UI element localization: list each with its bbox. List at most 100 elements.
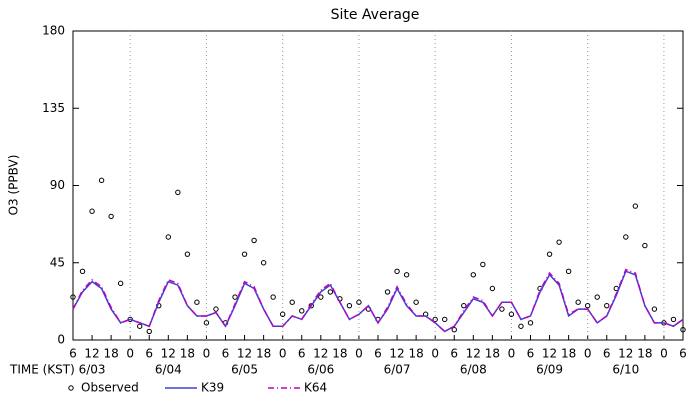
x-tick-label: 0 [279,347,287,361]
observed-point [461,302,467,309]
observed-point [623,234,629,240]
x-tick-label: 6 [374,347,382,361]
model-line [72,268,684,333]
x-tick-label: 6 [222,347,230,361]
chart-title: Site Average [331,7,420,23]
date-label: 6/05 [231,363,258,377]
observed-point [508,311,515,317]
observed-point [232,294,238,300]
x-tick-label: 6 [298,347,306,361]
observed-point [527,320,534,326]
x-tick-label: 18 [561,347,576,361]
observed-point [146,328,152,335]
observed-point [203,320,210,326]
x-tick-label: 12 [237,347,252,361]
observed-point [299,308,305,314]
x-tick-label: 6 [603,347,611,361]
observed-point [213,306,219,312]
observed-point [680,327,686,333]
observed-point [117,280,124,287]
x-tick-label: 18 [485,347,500,361]
x-tick-label: 6 [145,347,153,361]
x-tick-label: 18 [637,347,652,361]
x-tick-label: 0 [660,347,668,361]
x-tick-label: 0 [355,347,363,361]
observed-point [70,294,76,300]
x-tick-label: 12 [466,347,481,361]
observed-point [556,239,562,245]
observed-point [184,251,191,257]
observed-point [279,311,286,317]
x-tick-label: 6 [527,347,535,361]
x-tick-label: 18 [256,347,271,361]
observed-point [289,299,295,305]
observed-point [175,189,181,196]
date-label: 6/07 [384,363,411,377]
observed-point [98,177,105,184]
observed-point [270,294,276,300]
y-tick-label: 0 [57,333,65,347]
x-tick-label: 18 [103,347,118,361]
date-label: 6/08 [460,363,487,377]
plot-frame [72,30,684,341]
observed-point [394,268,400,275]
observed-point [584,302,591,309]
observed-point [651,306,658,312]
observed-point [670,316,677,323]
legend-marker [68,385,74,391]
y-tick-label: 45 [50,255,65,269]
y-axis-label: O3 (PPBV) [7,155,21,216]
observed-point [356,299,362,305]
observed-point [632,203,639,209]
observed-point [480,261,486,268]
observed-point [594,294,600,300]
observed-point [260,260,267,266]
observed-point [318,294,324,300]
observed-point [194,299,200,305]
x-tick-label: 12 [84,347,99,361]
x-tick-label: 6 [69,347,77,361]
x-tick-label: 0 [584,347,592,361]
date-label: 6/04 [155,363,182,377]
x-tick-label: 6 [679,347,687,361]
observed-point [442,316,448,323]
observed-point [108,213,114,220]
observed-point [642,242,648,249]
x-tick-label: 0 [431,347,439,361]
observed-point [451,327,457,333]
x-axis-label: TIME (KST) [9,363,75,377]
observed-point [241,251,248,257]
x-tick-label: 12 [542,347,557,361]
x-tick-label: 12 [389,347,404,361]
observed-point [575,299,581,305]
x-tick-label: 0 [508,347,516,361]
date-label: 6/06 [307,363,334,377]
x-tick-label: 0 [203,347,211,361]
observed-point [489,285,496,292]
x-tick-label: 0 [126,347,134,361]
observed-point [165,234,172,240]
observed-point [499,306,505,312]
observed-point [565,268,572,275]
observed-point [346,302,353,309]
x-tick-label: 18 [180,347,195,361]
x-tick-label: 12 [313,347,328,361]
x-tick-label: 6 [450,347,458,361]
x-tick-label: 12 [161,347,176,361]
date-label: 6/10 [612,363,639,377]
date-label: 6/09 [536,363,563,377]
legend-label: K64 [304,381,327,395]
legend-label: K39 [201,381,224,395]
observed-point [327,289,334,295]
legend-label: Observed [81,381,139,395]
observed-point [470,272,477,278]
observed-point [432,316,438,323]
observed-point [384,289,391,295]
observed-point [546,251,553,257]
observed-point [604,302,610,309]
x-tick-label: 18 [408,347,423,361]
observed-point [413,299,419,305]
observed-point [403,272,410,278]
